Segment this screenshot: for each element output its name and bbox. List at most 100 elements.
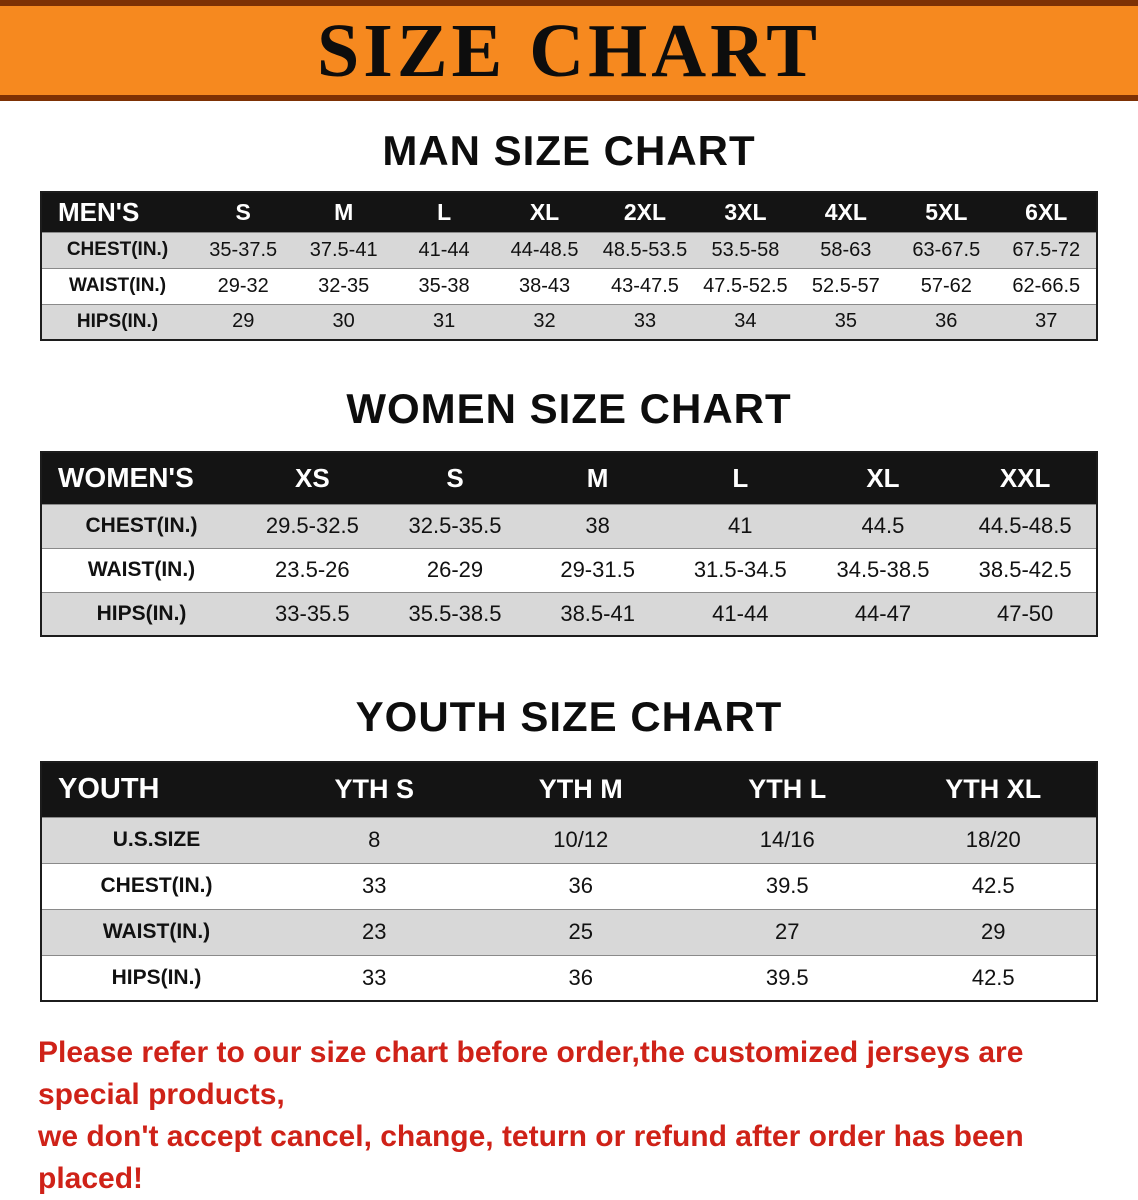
size-value-cell: 47.5-52.5: [703, 274, 788, 297]
men-section-heading: MAN SIZE CHART: [382, 127, 756, 174]
size-value-cell: 37: [1035, 310, 1058, 333]
size-value-cell: 32.5-35.5: [408, 513, 502, 538]
women-section-heading: WOMEN SIZE CHART: [346, 385, 792, 432]
table-row: CHEST(IN.) 35-37.5 37.5-41 41-44 44-48.5 48.5…: [41, 232, 1097, 268]
size-value-cell: 39.5: [765, 873, 809, 898]
measurement-label: HIPS(IN.): [111, 965, 202, 989]
size-value-cell: 38: [585, 513, 610, 538]
disclaimer-note: Please refer to our size chart before or…: [38, 1032, 1100, 1200]
measurement-label: CHEST(IN.): [85, 514, 198, 537]
measurement-label: WAIST(IN.): [102, 920, 211, 943]
size-column-header: 3XL: [695, 192, 796, 232]
size-value-cell: 42.5: [971, 873, 1015, 898]
size-value-cell: 62-66.5: [1012, 274, 1081, 297]
size-column-header: S: [193, 192, 294, 232]
size-column-header: YTH S: [271, 762, 478, 817]
size-column-header: 2XL: [594, 192, 696, 232]
size-column-header: YTH M: [477, 762, 684, 817]
table-row: WAIST(IN.) 29-32 32-35 35-38 38-43 43-47.5 47.…: [41, 268, 1097, 304]
size-value-cell: 38-43: [518, 274, 571, 297]
size-value-cell: 36: [935, 310, 958, 333]
size-value-cell: 35-37.5: [209, 238, 278, 261]
table-corner-label: MEN'S: [41, 192, 193, 232]
size-value-cell: 35-38: [418, 274, 470, 297]
size-value-cell: 34: [734, 310, 757, 333]
size-column-header: M: [526, 452, 669, 504]
youth-size-chart-section: YOUTH SIZE CHART YOUTH YTH S YTH M YTH L YTH…: [0, 693, 1138, 1002]
men-size-table: MEN'S S M L XL 2XL 3XL 4XL 5XL 6XL CHEST(IN.) 35-37…: [40, 191, 1098, 341]
size-value-cell: 31.5-34.5: [693, 557, 787, 582]
size-value-cell: 67.5-72: [1012, 238, 1081, 261]
size-value-cell: 39.5: [765, 964, 809, 990]
disclaimer-line-2: we don't accept cancel, change, teturn o…: [38, 1120, 1024, 1195]
size-value-cell: 63-67.5: [912, 238, 981, 261]
size-value-cell: 14/16: [759, 827, 815, 852]
measurement-label: WAIST(IN.): [68, 275, 167, 296]
size-value-cell: 29: [981, 919, 1006, 944]
youth-size-table: YOUTH YTH S YTH M YTH L YTH XL U.S.SIZE 8 10/12…: [40, 761, 1098, 1002]
size-value-cell: 41-44: [418, 238, 470, 261]
size-value-cell: 41: [728, 513, 753, 538]
size-charts-main: MAN SIZE CHART MEN'S S M L XL 2XL 3XL 4XL 5XL 6XL…: [0, 127, 1138, 1002]
size-value-cell: 47-50: [997, 600, 1054, 626]
size-value-cell: 57-62: [920, 274, 972, 297]
table-header-row: YOUTH YTH S YTH M YTH L YTH XL: [41, 762, 1097, 817]
size-column-header: 5XL: [896, 192, 997, 232]
size-value-cell: 25: [568, 919, 593, 944]
size-value-cell: 35: [834, 310, 857, 333]
table-corner-label: WOMEN'S: [41, 452, 241, 504]
size-value-cell: 53.5-58: [711, 238, 780, 261]
size-value-cell: 29: [232, 310, 255, 333]
disclaimer-line-1: Please refer to our size chart before or…: [38, 1036, 1024, 1111]
size-chart-banner: SIZE CHART: [0, 0, 1138, 101]
size-value-cell: 29-32: [217, 274, 269, 297]
table-row: WAIST(IN.) 23.5-26 26-29 29-31.5 31.5-34.5 34…: [41, 548, 1097, 592]
size-column-header: XS: [241, 452, 384, 504]
size-value-cell: 33-35.5: [275, 600, 350, 626]
size-value-cell: 44.5-48.5: [978, 513, 1072, 538]
size-column-header: 4XL: [795, 192, 897, 232]
measurement-label: WAIST(IN.): [87, 558, 196, 581]
size-value-cell: 34.5-38.5: [836, 557, 930, 582]
size-value-cell: 44-48.5: [510, 238, 579, 261]
women-size-chart-section: WOMEN SIZE CHART WOMEN'S XS S M L XL XXL CHEST(…: [0, 385, 1138, 637]
size-value-cell: 36: [568, 964, 593, 990]
size-column-header: L: [393, 192, 495, 232]
size-value-cell: 23: [362, 919, 387, 944]
size-column-header: XL: [494, 192, 595, 232]
size-value-cell: 58-63: [820, 238, 872, 261]
size-value-cell: 33: [362, 873, 387, 898]
size-value-cell: 44-47: [854, 600, 912, 626]
page-title: SIZE CHART: [316, 8, 821, 93]
size-column-header: XL: [811, 452, 955, 504]
size-column-header: 6XL: [996, 192, 1097, 232]
table-row: CHEST(IN.) 33 36 39.5 42.5: [41, 863, 1097, 909]
size-value-cell: 44.5: [861, 513, 905, 538]
measurement-label: U.S.SIZE: [112, 828, 201, 851]
size-value-cell: 26-29: [426, 557, 484, 582]
size-column-header: XXL: [954, 452, 1097, 504]
size-column-header: YTH XL: [890, 762, 1097, 817]
size-value-cell: 38.5-41: [560, 600, 635, 626]
size-column-header: YTH L: [684, 762, 891, 817]
youth-section-heading: YOUTH SIZE CHART: [355, 693, 783, 740]
size-column-header: L: [668, 452, 812, 504]
table-row: HIPS(IN.) 29 30 31 32 33 34 35 36 37: [41, 304, 1097, 340]
men-size-chart-section: MAN SIZE CHART MEN'S S M L XL 2XL 3XL 4XL 5XL 6XL…: [0, 127, 1138, 341]
size-value-cell: 18/20: [965, 827, 1021, 852]
table-header-row: WOMEN'S XS S M L XL XXL: [41, 452, 1097, 504]
size-value-cell: 48.5-53.5: [602, 238, 688, 261]
size-value-cell: 43-47.5: [611, 274, 679, 297]
table-row: U.S.SIZE 8 10/12 14/16 18/20: [41, 817, 1097, 863]
size-column-header: S: [383, 452, 527, 504]
size-value-cell: 33: [362, 964, 387, 990]
size-value-cell: 33: [633, 310, 657, 333]
table-row: HIPS(IN.) 33 36 39.5 42.5: [41, 955, 1097, 1001]
size-value-cell: 29-31.5: [560, 557, 635, 582]
size-value-cell: 31: [432, 310, 456, 333]
size-value-cell: 41-44: [712, 600, 769, 626]
size-value-cell: 37.5-41: [309, 238, 378, 261]
women-size-table: WOMEN'S XS S M L XL XXL CHEST(IN.) 29.5-32.5 32.5…: [40, 451, 1098, 637]
table-row: WAIST(IN.) 23 25 27 29: [41, 909, 1097, 955]
size-value-cell: 35.5-38.5: [408, 600, 502, 626]
